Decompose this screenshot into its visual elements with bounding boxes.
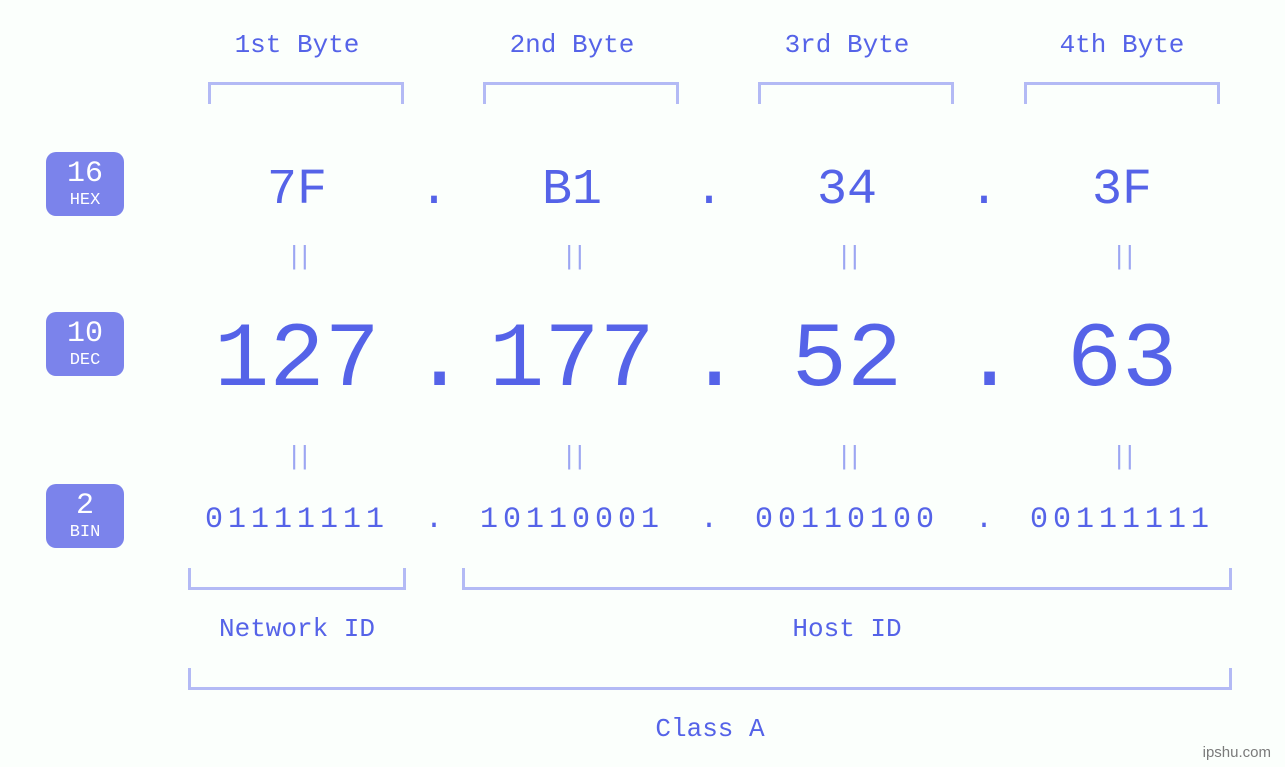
badge-dec: 10 DEC [46,312,124,376]
eq-top-3: || [832,242,862,272]
hex-dot-3: . [969,162,999,219]
dec-byte-3: 52 [732,308,962,413]
eq-top-4: || [1107,242,1137,272]
bracket-class [188,668,1232,690]
dec-byte-1: 127 [182,308,412,413]
label-network-id: Network ID [188,614,406,644]
byte-header-1: 1st Byte [232,30,362,60]
badge-bin: 2 BIN [46,484,124,548]
eq-bot-3: || [832,442,862,472]
badge-dec-num: 10 [46,319,124,349]
hex-byte-1: 7F [182,162,412,219]
bracket-byte-1 [208,82,404,104]
bracket-host [462,568,1232,590]
eq-top-2: || [557,242,587,272]
dec-byte-2: 177 [457,308,687,413]
hex-byte-3: 34 [732,162,962,219]
badge-hex-num: 16 [46,159,124,189]
dec-dot-1: . [412,308,456,413]
bracket-network [188,568,406,590]
diagram-root: 1st Byte 2nd Byte 3rd Byte 4th Byte 16 H… [0,0,1285,767]
byte-header-3: 3rd Byte [782,30,912,60]
hex-dot-2: . [694,162,724,219]
eq-bot-2: || [557,442,587,472]
bin-dot-3: . [969,503,999,537]
bin-byte-2: 10110001 [457,503,687,537]
eq-bot-4: || [1107,442,1137,472]
byte-header-2: 2nd Byte [507,30,637,60]
dec-dot-2: . [687,308,731,413]
hex-dot-1: . [419,162,449,219]
bracket-byte-4 [1024,82,1220,104]
byte-header-4: 4th Byte [1057,30,1187,60]
badge-bin-num: 2 [46,491,124,521]
label-class: Class A [188,714,1232,744]
bin-dot-1: . [419,503,449,537]
badge-dec-lbl: DEC [46,351,124,370]
bin-byte-4: 00111111 [1007,503,1237,537]
hex-byte-4: 3F [1007,162,1237,219]
bracket-byte-3 [758,82,954,104]
eq-bot-1: || [282,442,312,472]
badge-hex-lbl: HEX [46,191,124,210]
watermark: ipshu.com [1203,744,1271,761]
eq-top-1: || [282,242,312,272]
bin-dot-2: . [694,503,724,537]
dec-byte-4: 63 [1007,308,1237,413]
dec-dot-3: . [962,308,1006,413]
badge-hex: 16 HEX [46,152,124,216]
hex-byte-2: B1 [457,162,687,219]
bracket-byte-2 [483,82,679,104]
bin-byte-1: 01111111 [182,503,412,537]
bin-byte-3: 00110100 [732,503,962,537]
label-host-id: Host ID [462,614,1232,644]
badge-bin-lbl: BIN [46,523,124,542]
